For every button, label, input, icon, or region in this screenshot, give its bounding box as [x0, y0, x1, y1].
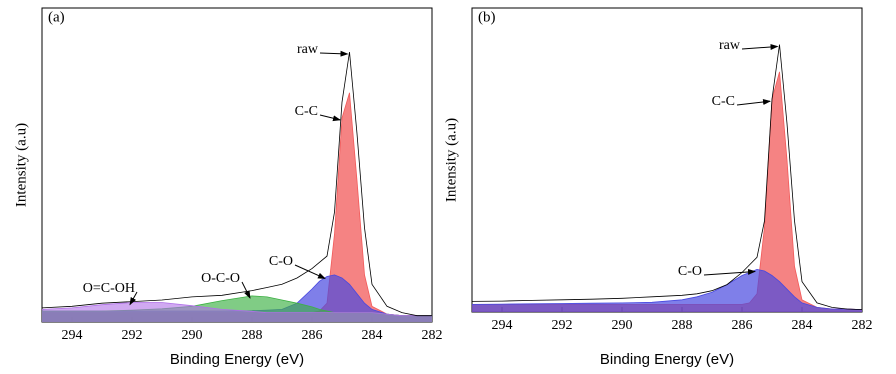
x-axis-label: Binding Energy (eV)	[170, 351, 304, 368]
peak-fill	[42, 92, 432, 322]
x-axis-label: Binding Energy (eV)	[600, 351, 734, 368]
peak-fill	[42, 274, 432, 322]
label-arrow	[741, 43, 779, 50]
label-arrow	[319, 50, 349, 57]
panel-label: (a)	[48, 9, 65, 25]
peak-outline	[41, 302, 432, 317]
x-tick-label: 290	[182, 328, 203, 343]
x-tick-label: 292	[122, 328, 143, 343]
spectrum-line	[471, 44, 863, 310]
x-tick-label: 292	[552, 318, 573, 333]
label-arrow	[241, 281, 251, 299]
peak-fill	[42, 302, 432, 322]
label-arrow	[294, 264, 326, 279]
x-tick-label: 282	[852, 318, 873, 333]
label-arrow	[129, 291, 138, 306]
peak-fill	[472, 71, 862, 312]
series-label: raw	[719, 38, 741, 53]
series-label: C-C	[712, 94, 735, 109]
label-arrow	[703, 268, 756, 276]
series-label: C-O	[678, 264, 702, 279]
spectrum-line	[41, 51, 432, 317]
series-label: C-O	[269, 254, 293, 269]
series-label: O=C-OH	[83, 281, 135, 296]
x-tick-label: 294	[492, 318, 513, 333]
panel-label: (b)	[478, 9, 496, 25]
label-arrow	[319, 114, 341, 122]
series-label: C-C	[295, 104, 318, 119]
plot-frame	[471, 7, 863, 313]
x-tick-label: 284	[792, 318, 813, 333]
x-tick-label: 288	[672, 318, 693, 333]
x-tick-label: 294	[62, 328, 83, 343]
peak-outline	[472, 71, 863, 310]
y-axis-label: Intensity (a.u)	[13, 123, 29, 207]
x-tick-label: 284	[362, 328, 383, 343]
x-tick-label: 286	[732, 318, 753, 333]
x-tick-label: 290	[612, 318, 633, 333]
x-tick-label: 286	[302, 328, 323, 343]
x-tick-label: 282	[422, 328, 443, 343]
y-axis-label: Intensity (a.u)	[443, 118, 459, 202]
label-arrow	[736, 99, 771, 106]
series-label: O-C-O	[201, 271, 240, 286]
x-tick-label: 288	[242, 328, 263, 343]
series-label: raw	[297, 42, 319, 57]
peak-outline	[471, 268, 863, 310]
peak-fill	[472, 269, 862, 312]
